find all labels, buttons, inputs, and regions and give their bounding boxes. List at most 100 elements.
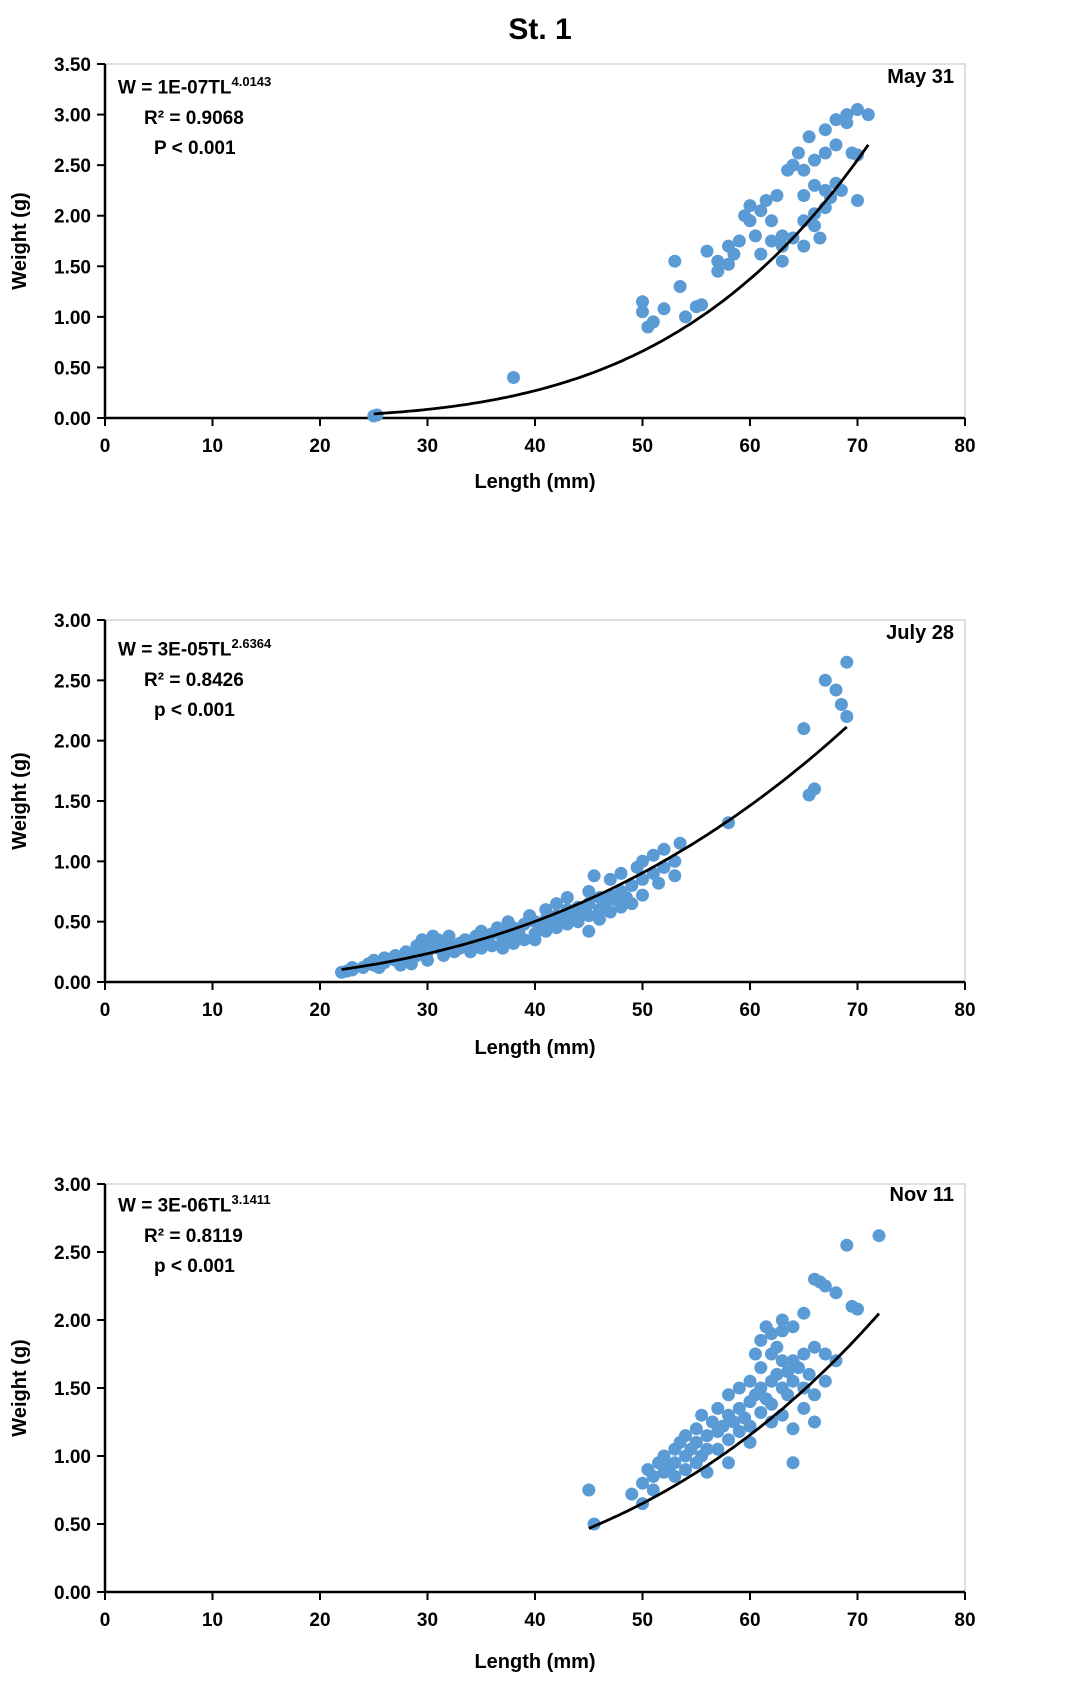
data-point (722, 1456, 735, 1470)
y-tick-label: 0.00 (54, 409, 91, 430)
data-point (673, 280, 687, 293)
fit-r-squared: R² = 0.8426 (144, 669, 244, 691)
y-tick-label: 0.50 (54, 913, 91, 934)
x-tick-label: 60 (739, 1000, 760, 1021)
date-label-may31: May 31 (887, 66, 954, 88)
data-point (802, 1367, 816, 1381)
x-tick-label: 10 (202, 1610, 223, 1631)
data-point (786, 1456, 800, 1470)
data-point (748, 1347, 762, 1361)
data-point (625, 879, 639, 892)
data-point (808, 153, 821, 167)
x-axis-label: Length (mm) (474, 1037, 595, 1059)
data-point (802, 130, 816, 144)
data-point (818, 1374, 832, 1388)
data-point (517, 933, 531, 947)
data-point (625, 897, 639, 911)
data-point (775, 239, 789, 253)
data-point (732, 1381, 746, 1395)
data-point (765, 234, 778, 248)
data-point (797, 1401, 811, 1415)
x-tick-label: 0 (100, 436, 111, 457)
data-point (421, 953, 434, 967)
data-point (754, 1333, 768, 1347)
data-point (528, 933, 542, 947)
data-point (872, 1229, 886, 1243)
data-point (765, 214, 778, 228)
y-tick-label: 1.50 (54, 792, 91, 813)
y-tick-label: 3.00 (54, 1175, 91, 1196)
y-tick-label: 0.00 (54, 1583, 91, 1604)
x-tick-label: 50 (632, 1000, 653, 1021)
y-tick-label: 2.00 (54, 732, 91, 753)
figure-title: St. 1 (508, 13, 572, 46)
y-tick-label: 2.50 (54, 156, 91, 177)
fit-curve (373, 143, 870, 416)
x-tick-label: 50 (632, 436, 653, 457)
x-tick-label: 20 (309, 1000, 330, 1021)
y-tick-label: 1.50 (54, 1379, 91, 1400)
data-point (770, 1340, 784, 1354)
data-point (646, 1469, 660, 1483)
data-point (507, 371, 520, 384)
data-point (748, 229, 762, 243)
y-tick-label: 0.50 (54, 358, 91, 379)
data-point (754, 204, 768, 218)
fit-p-value: P < 0.001 (154, 138, 236, 160)
x-axis-label: Length (mm) (474, 471, 595, 493)
data-point (636, 854, 649, 868)
data-point (695, 1408, 709, 1422)
scatter-plot-july28: 0 10 20 30 40 50 60 70 80 0.00 0.50 1.00 1.50 2.00 2.5… (9, 611, 976, 1059)
data-point (840, 116, 854, 130)
data-point (759, 194, 773, 207)
data-point (399, 945, 413, 959)
data-point (587, 869, 601, 883)
data-point (732, 234, 746, 248)
x-tick-label: 40 (524, 436, 545, 457)
fit-p-value: p < 0.001 (154, 1256, 235, 1278)
data-point (695, 298, 709, 312)
data-point (797, 1347, 811, 1361)
data-point (851, 194, 864, 207)
data-point (711, 1401, 725, 1415)
data-point (679, 1463, 692, 1477)
y-tick-label: 1.00 (54, 852, 91, 873)
data-point (582, 924, 596, 938)
fit-equation: W = 3E-05TL2.6364 (118, 636, 272, 661)
y-tick-label: 3.50 (54, 55, 91, 76)
data-point (582, 885, 596, 898)
y-tick-label: 2.50 (54, 671, 91, 692)
data-point (668, 869, 682, 883)
data-point (507, 936, 520, 950)
data-point (732, 1401, 746, 1415)
data-point (775, 1324, 789, 1338)
data-point (786, 158, 800, 172)
chart-panel-nov11: 0 10 20 30 40 50 60 70 80 0.00 0.50 1.00 1.50 2.00 2.5… (0, 1170, 1080, 1680)
x-tick-label: 20 (309, 1610, 330, 1631)
data-point (851, 148, 864, 162)
data-point (775, 254, 789, 268)
data-point (689, 1422, 703, 1436)
data-point (808, 1340, 821, 1354)
data-point (711, 264, 725, 278)
data-point (765, 1415, 778, 1429)
data-point (560, 891, 574, 904)
data-point (722, 1388, 735, 1402)
data-point (743, 199, 757, 213)
data-point (829, 138, 843, 152)
data-point (625, 1487, 639, 1501)
data-point (646, 315, 660, 329)
data-point (485, 939, 499, 953)
fit-equation: W = 1E-07TL4.0143 (118, 74, 272, 99)
y-tick-label: 0.50 (54, 1515, 91, 1536)
data-point (636, 295, 649, 309)
data-point (791, 1361, 805, 1375)
x-tick-label: 60 (739, 1610, 760, 1631)
data-point (657, 1449, 671, 1463)
x-tick-label: 40 (524, 1610, 545, 1631)
data-point (711, 254, 725, 268)
x-tick-label: 30 (417, 436, 438, 457)
x-tick-label: 20 (309, 436, 330, 457)
data-point (786, 1320, 800, 1334)
data-point (673, 836, 687, 850)
